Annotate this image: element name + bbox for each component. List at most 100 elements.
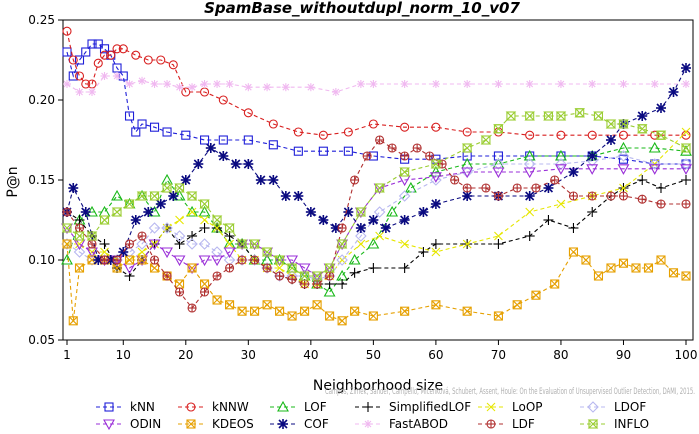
data-point-inflo	[249, 239, 260, 249]
data-point-kdeos	[462, 306, 472, 316]
series-layer	[61, 26, 692, 326]
data-point-simplifiedlof	[224, 231, 235, 241]
data-point-loop	[556, 199, 566, 209]
legend-marker-knnw	[186, 402, 196, 412]
data-point-knn	[181, 130, 191, 140]
data-point-loop	[400, 239, 410, 249]
data-point-cof	[637, 111, 648, 121]
data-point-inflo	[605, 119, 617, 129]
data-point-cof	[218, 151, 229, 161]
data-point-ldf	[400, 151, 410, 161]
data-point-knnw	[681, 130, 691, 140]
data-point-knnw	[462, 127, 472, 137]
data-point-knn	[99, 44, 110, 54]
data-point-knn	[87, 39, 97, 49]
data-point-loop	[275, 263, 284, 273]
data-point-lof	[404, 181, 417, 193]
data-point-kdeos	[643, 263, 654, 273]
legend-marker-loop	[486, 402, 496, 412]
data-point-inflo	[505, 111, 517, 121]
data-point-ldf	[74, 223, 85, 233]
data-point-cof	[305, 207, 316, 217]
data-point-inflo	[136, 191, 148, 201]
data-point-ldf	[325, 271, 335, 281]
data-point-knnw	[650, 130, 660, 140]
data-point-knn	[243, 135, 253, 145]
data-point-fastabod	[88, 88, 97, 96]
data-point-ldf	[300, 279, 310, 289]
data-point-simplifiedlof	[399, 263, 410, 273]
data-point-lof	[429, 165, 442, 177]
data-point-cof	[380, 223, 391, 233]
legend-label: INFLO	[614, 417, 649, 431]
data-point-loop	[681, 127, 691, 137]
data-point-ldf	[99, 255, 110, 265]
data-point-ldf	[337, 223, 347, 233]
data-point-ldf	[512, 183, 522, 193]
data-point-odin	[492, 167, 505, 179]
data-point-loop	[212, 223, 222, 233]
data-point-lof	[336, 269, 349, 281]
data-point-knn	[93, 39, 103, 49]
data-point-knn	[318, 146, 328, 156]
y-tick-label: 0.25	[28, 13, 55, 27]
data-point-fastabod	[75, 88, 84, 96]
data-point-ldf	[225, 263, 235, 273]
legend-marker-knn	[104, 402, 114, 412]
data-point-cof	[430, 199, 441, 209]
data-point-cof	[155, 199, 166, 209]
data-point-fastabod	[588, 80, 597, 88]
data-point-ldf	[137, 231, 147, 241]
data-point-fastabod	[213, 80, 222, 88]
data-point-kdeos	[137, 255, 147, 265]
data-point-fastabod	[494, 80, 503, 88]
data-point-simplifiedlof	[568, 223, 579, 233]
data-point-knn	[68, 71, 78, 81]
data-point-kdeos	[237, 306, 247, 316]
data-point-fastabod	[63, 80, 71, 88]
data-point-ldof	[211, 246, 223, 258]
data-point-ldf	[212, 271, 222, 281]
data-point-fastabod	[400, 80, 409, 88]
data-point-inflo	[186, 191, 198, 201]
data-point-loop	[356, 239, 366, 249]
data-point-inflo	[161, 183, 173, 193]
data-point-odin	[148, 239, 161, 251]
data-point-knnw	[293, 127, 303, 137]
data-point-fastabod	[200, 80, 209, 88]
data-point-knnw	[112, 44, 122, 54]
data-point-loop	[200, 215, 209, 225]
data-point-odin	[298, 263, 311, 275]
data-point-cof	[318, 215, 329, 225]
data-point-knn	[74, 55, 85, 65]
legend-label: LoOP	[512, 400, 543, 414]
data-point-inflo	[336, 239, 348, 249]
legend-marker-simplifiedlof	[363, 402, 373, 412]
data-point-kdeos	[62, 239, 72, 249]
data-point-loop	[619, 183, 628, 193]
data-point-knnw	[525, 130, 535, 140]
data-point-ldf	[312, 279, 322, 289]
data-point-cof	[587, 151, 598, 161]
data-point-fastabod	[150, 80, 159, 88]
data-point-ldf	[387, 143, 397, 153]
data-point-knnw	[62, 26, 72, 36]
data-point-cof	[80, 207, 91, 217]
data-point-kdeos	[581, 255, 591, 265]
legend-label: SimplifiedLOF	[389, 400, 471, 414]
series-line-knnw	[66, 31, 686, 136]
data-point-inflo	[286, 263, 298, 273]
data-point-inflo	[311, 271, 323, 281]
data-point-cof	[568, 167, 579, 177]
data-point-inflo	[299, 271, 310, 281]
data-point-inflo	[374, 183, 385, 193]
data-point-ldf	[62, 207, 72, 217]
y-axis: 0.05 0.10 0.15 0.20 0.25	[28, 13, 63, 347]
data-point-cof	[118, 247, 129, 257]
data-point-knnw	[143, 55, 153, 65]
data-point-simplifiedlof	[587, 207, 598, 217]
data-point-knn	[131, 127, 141, 137]
data-point-loop	[525, 207, 535, 217]
data-point-cof	[355, 223, 366, 233]
data-point-inflo	[124, 199, 135, 209]
